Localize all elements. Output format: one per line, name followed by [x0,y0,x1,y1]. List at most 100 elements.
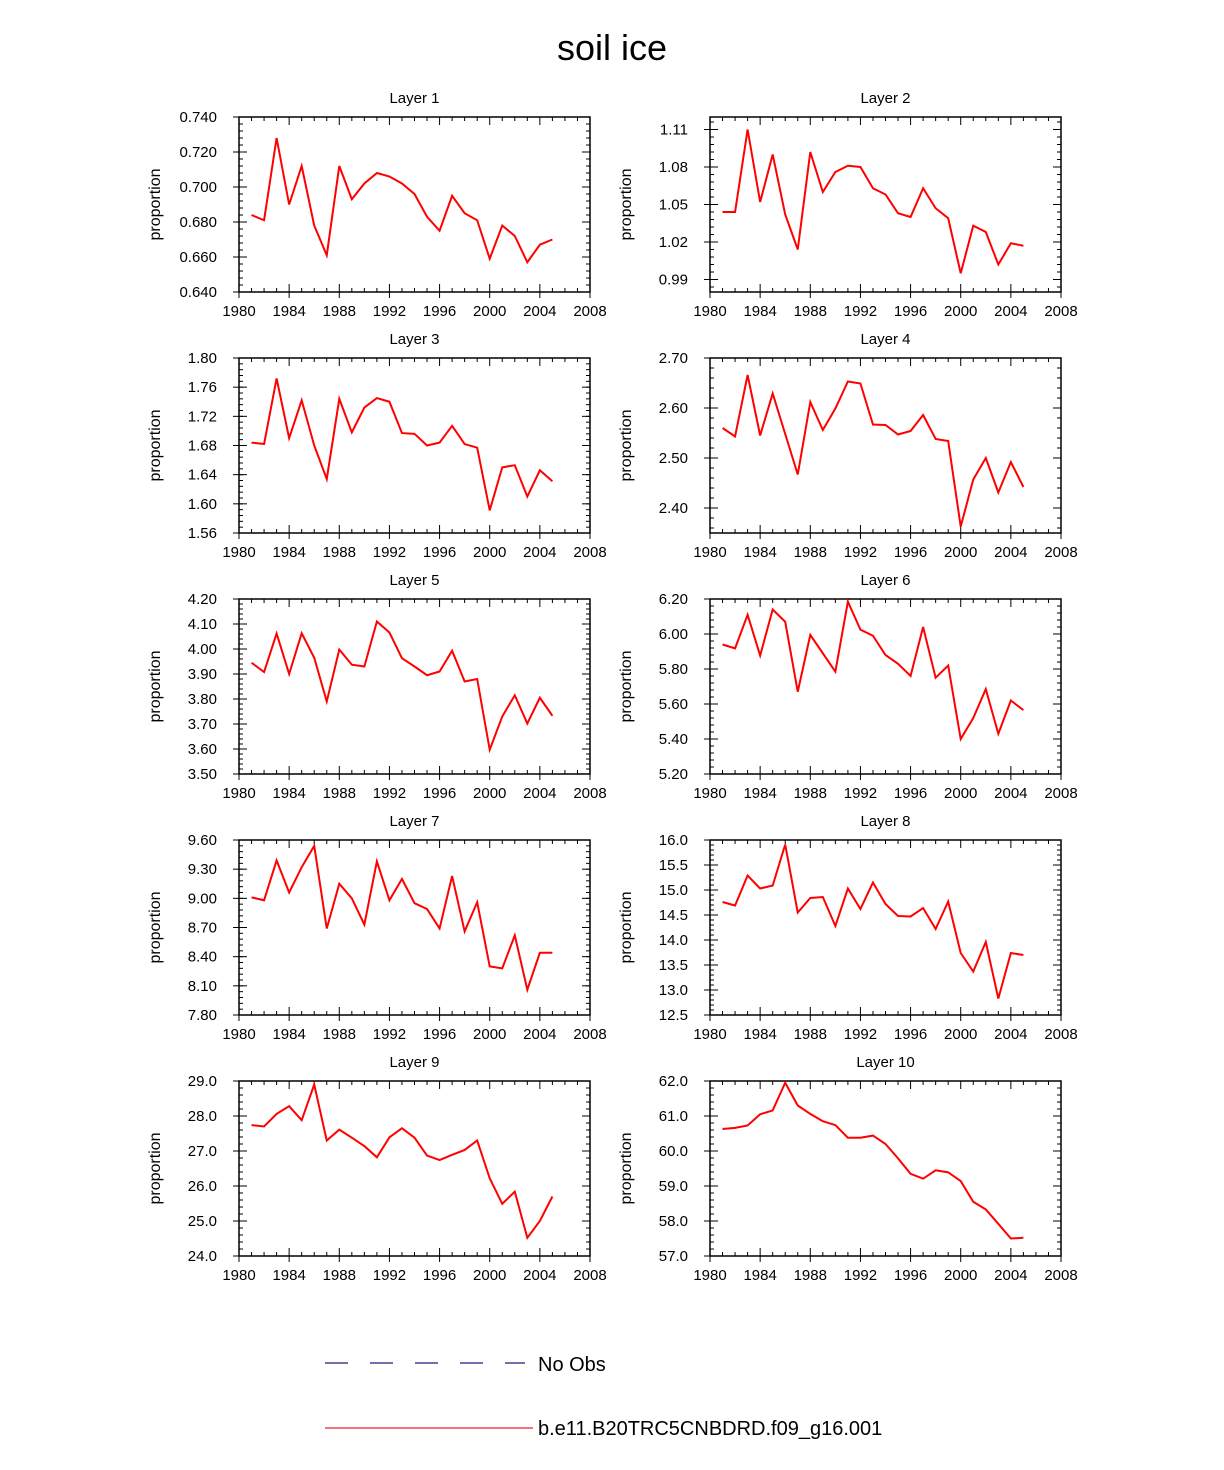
legend-model-label: b.e11.B20TRC5CNBDRD.f09_g16.001 [538,1418,882,1440]
y-axis-label: proportion [147,409,164,481]
x-tick-label: 1984 [743,1026,776,1043]
y-tick-label: 16.0 [659,832,688,849]
panels: Layer 1 1980 1984 1988 1992 1996 2000 2004 2008 0… [147,90,1078,1284]
plot-frame [709,839,1062,1016]
x-tick-label: 1984 [272,544,305,561]
x-tick-label: 1996 [894,303,927,320]
y-tick-label: 1.76 [188,379,217,396]
y-tick-label: 25.0 [188,1213,217,1230]
x-tick-label: 1992 [844,303,877,320]
x-tick-label: 1984 [272,1026,305,1043]
series-line [251,842,553,994]
plot-frame [709,116,1062,293]
y-tick-label: 2.60 [659,400,688,417]
x-tick-label: 1984 [272,1267,305,1284]
x-tick-label: 2004 [523,1026,556,1043]
panel-title: Layer 2 [860,90,910,107]
panel-layer-8: Layer 8 1980 1984 1988 1992 1996 2000 2004 2008 1… [618,813,1078,1043]
series-line [251,1080,554,1241]
x-tick-label: 1988 [323,1026,356,1043]
x-tick-label: 1988 [323,785,356,802]
y-tick-label: 1.11 [660,122,688,139]
x-tick-label: 2004 [523,544,556,561]
series-line [722,598,1024,742]
y-tick-label: 3.60 [188,741,217,758]
x-tick-label: 2000 [944,1267,977,1284]
x-tick-label: 2008 [573,785,606,802]
y-tick-label: 4.00 [188,641,217,658]
plot-frame [238,1080,591,1257]
y-axis-label: proportion [618,891,635,963]
y-tick-label: 3.80 [188,691,217,708]
y-tick-label: 0.740 [179,109,217,126]
series-line [250,619,554,754]
x-tick-label: 1980 [222,785,255,802]
y-tick-label: 1.60 [188,496,217,513]
series-line [722,844,1024,999]
x-tick-label: 2000 [473,544,506,561]
y-axis-label: proportion [618,168,635,240]
x-tick-label: 1988 [794,544,827,561]
panel-layer-7: Layer 7 1980 1984 1988 1992 1996 2000 2004 2008 7… [147,813,607,1043]
x-tick-label: 1988 [794,1026,827,1043]
x-tick-label: 1992 [373,1267,406,1284]
y-tick-label: 9.60 [188,832,217,849]
y-tick-label: 15.5 [659,857,688,874]
x-tick-label: 1992 [844,1267,877,1284]
y-axis-label: proportion [147,650,164,722]
x-tick-label: 1992 [844,1026,877,1043]
x-tick-label: 2000 [473,785,506,802]
y-tick-label: 27.0 [188,1143,217,1160]
series-line [722,1080,1024,1240]
legend-no-obs-label: No Obs [538,1354,606,1376]
x-tick-label: 2008 [1044,1026,1077,1043]
x-tick-label: 1992 [844,544,877,561]
y-tick-label: 24.0 [188,1248,217,1265]
x-tick-label: 1988 [794,1267,827,1284]
x-tick-label: 1980 [693,303,726,320]
x-tick-label: 1988 [323,1267,356,1284]
x-tick-label: 1996 [423,785,456,802]
y-tick-label: 5.80 [659,661,688,678]
y-tick-label: 1.08 [659,159,688,176]
y-tick-label: 0.680 [179,214,217,231]
x-tick-label: 2000 [944,785,977,802]
x-tick-label: 1988 [794,303,827,320]
x-tick-label: 1996 [423,303,456,320]
x-tick-label: 2004 [523,303,556,320]
series-line [722,129,1024,274]
x-tick-label: 1996 [894,544,927,561]
x-tick-label: 1988 [323,303,356,320]
y-tick-label: 3.50 [188,766,217,783]
y-axis-label: proportion [618,650,635,722]
y-axis-label: proportion [147,168,164,240]
y-axis-label: proportion [147,1132,164,1204]
x-tick-label: 1988 [323,544,356,561]
y-tick-label: 60.0 [659,1143,688,1160]
panel-layer-9: Layer 9 1980 1984 1988 1992 1996 2000 2004 2008 2… [147,1054,607,1284]
y-tick-label: 8.10 [188,978,217,995]
panel-layer-2: Layer 2 1980 1984 1988 1992 1996 2000 2004 2008 0… [618,90,1078,320]
y-tick-label: 26.0 [188,1178,217,1195]
x-tick-label: 2008 [1044,1267,1077,1284]
y-tick-label: 29.0 [188,1073,217,1090]
x-tick-label: 1980 [693,785,726,802]
plot-frame [238,839,591,1016]
panel-layer-1: Layer 1 1980 1984 1988 1992 1996 2000 2004 2008 0… [147,90,607,320]
y-tick-label: 3.70 [188,716,217,733]
x-tick-label: 1980 [693,544,726,561]
y-tick-label: 13.0 [659,982,688,999]
y-tick-label: 1.64 [188,467,217,484]
x-tick-label: 1980 [222,1267,255,1284]
x-tick-label: 2008 [573,1267,606,1284]
y-tick-label: 9.30 [188,861,217,878]
plot-frame [709,598,1062,775]
y-tick-label: 13.5 [659,957,688,974]
y-tick-label: 8.70 [188,920,217,937]
y-tick-label: 14.5 [659,907,688,924]
y-axis-label: proportion [618,409,635,481]
y-tick-label: 2.40 [659,500,688,517]
y-axis-label: proportion [618,1132,635,1204]
y-tick-label: 57.0 [659,1248,688,1265]
x-tick-label: 1980 [693,1026,726,1043]
